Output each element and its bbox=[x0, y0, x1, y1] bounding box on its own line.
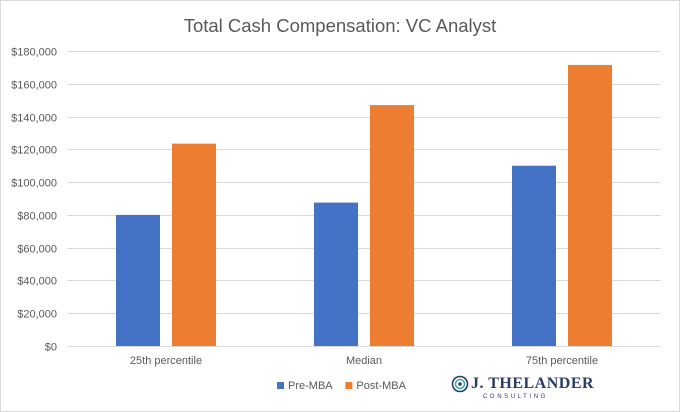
legend-label-pre-mba: Pre-MBA bbox=[288, 380, 333, 392]
legend-swatch-pre-mba bbox=[277, 382, 284, 389]
bar-post-mba bbox=[370, 105, 414, 346]
logo-wordmark: J. THELANDER bbox=[471, 375, 594, 392]
bar-post-mba bbox=[568, 64, 612, 347]
x-axis-tick-labels: 25th percentile Median 75th percentile bbox=[130, 355, 598, 367]
legend: Pre-MBA Post-MBA bbox=[277, 380, 407, 392]
x-tick-label: 25th percentile bbox=[130, 355, 202, 367]
y-tick-label: $140,000 bbox=[11, 113, 57, 125]
y-tick-label: $80,000 bbox=[17, 211, 57, 223]
legend-swatch-post-mba bbox=[345, 382, 353, 389]
y-tick-label: $60,000 bbox=[17, 244, 57, 256]
bar-pre-mba bbox=[116, 214, 160, 346]
gridlines bbox=[67, 51, 661, 347]
y-tick-label: $40,000 bbox=[17, 276, 57, 288]
bar-pre-mba bbox=[512, 165, 556, 346]
legend-label-post-mba: Post-MBA bbox=[356, 380, 406, 392]
x-tick-label: 75th percentile bbox=[526, 355, 598, 367]
y-tick-label: $120,000 bbox=[11, 145, 57, 157]
logo-mark-icon bbox=[451, 375, 469, 393]
y-axis-tick-labels: $0 $20,000 $40,000 $60,000 $80,000 $100,000 $1… bbox=[11, 47, 57, 354]
bar-post-mba bbox=[172, 143, 216, 346]
chart-title: Total Cash Compensation: VC Analyst bbox=[184, 15, 497, 36]
y-tick-label: $100,000 bbox=[11, 178, 57, 190]
bar-pre-mba bbox=[314, 202, 358, 346]
bars bbox=[116, 64, 612, 347]
y-tick-label: $180,000 bbox=[11, 47, 57, 59]
y-tick-label: $20,000 bbox=[17, 309, 57, 321]
company-logo: J. THELANDER CONSULTING bbox=[451, 375, 594, 400]
x-tick-label: Median bbox=[346, 355, 382, 367]
logo-subtext: CONSULTING bbox=[483, 394, 548, 400]
y-tick-label: $160,000 bbox=[11, 80, 57, 92]
y-tick-label: $0 bbox=[45, 342, 57, 354]
